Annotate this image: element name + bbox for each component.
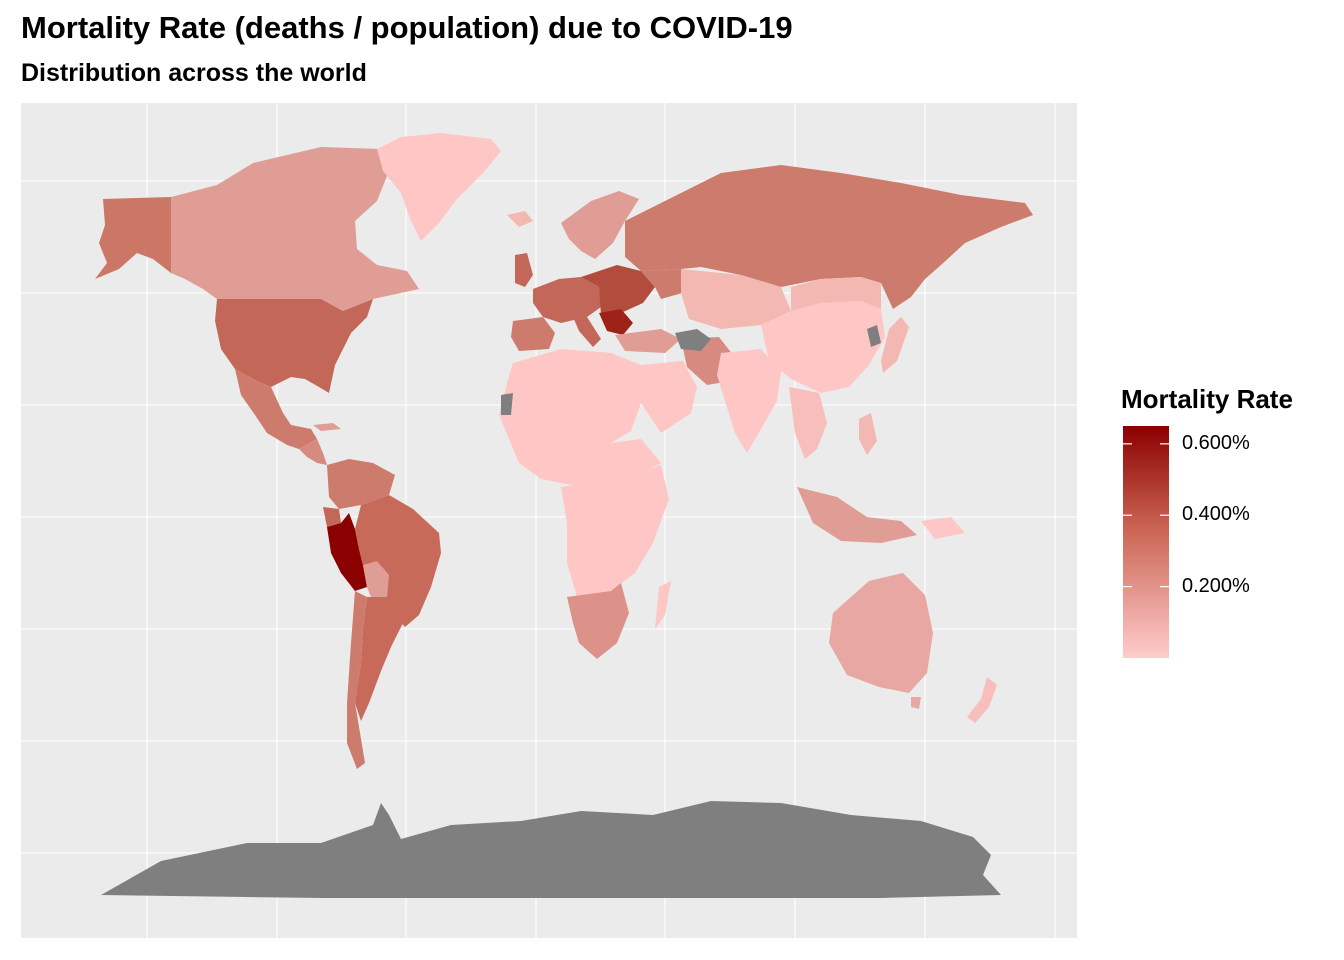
chart-title: Mortality Rate (deaths / population) due… [21,10,793,45]
country-australia[interactable] [829,573,933,693]
legend-tick-label: 0.200% [1182,574,1250,597]
country-sahel-west-africa[interactable] [499,415,661,487]
country-argentina[interactable] [355,597,403,721]
legend-colorbar-fill [1123,426,1169,658]
country-eastern-europe[interactable] [581,265,655,315]
country-peru[interactable] [327,513,367,591]
country-philippines[interactable] [859,413,877,455]
legend: Mortality Rate 0.600% 0.400% 0.200% [1121,384,1336,674]
legend-colorbar [1123,426,1169,658]
country-north-africa[interactable] [499,349,641,443]
country-southeast-asia[interactable] [789,387,827,459]
country-bolivia[interactable] [363,561,389,597]
country-papua-new-guinea[interactable] [921,517,965,539]
country-arabian-peninsula[interactable] [641,361,697,433]
country-india[interactable] [717,349,781,453]
country-canada[interactable] [171,147,419,311]
country-madagascar[interactable] [655,581,671,629]
country-kazakhstan-central-asia[interactable] [681,269,791,329]
country-korea[interactable] [867,325,881,347]
chart-subtitle: Distribution across the world [21,59,367,87]
country-southern-africa[interactable] [567,583,629,659]
country-new-zealand[interactable] [967,677,997,723]
country-alaska[interactable] [95,197,171,279]
country-antarctica[interactable] [101,801,1001,898]
country-japan[interactable] [881,317,909,373]
country-greenland[interactable] [377,133,501,241]
legend-tick-label: 0.600% [1182,431,1250,454]
legend-tick-marks [1123,443,1169,588]
country-brazil[interactable] [355,495,441,627]
country-mongolia[interactable] [791,277,881,311]
country-indonesia[interactable] [797,487,917,543]
countries [95,133,1033,898]
country-ukraine[interactable] [641,269,689,299]
country-uk-ireland[interactable] [515,253,533,287]
country-turkey[interactable] [615,329,681,353]
map-panel [21,103,1077,938]
country-iceland[interactable] [507,211,533,227]
country-china[interactable] [761,301,885,393]
country-russia[interactable] [625,165,1033,309]
country-italy[interactable] [573,317,601,347]
country-caribbean[interactable] [313,423,341,431]
country-western-sahara[interactable] [501,393,513,415]
legend-title: Mortality Rate [1121,384,1293,414]
country-iberia[interactable] [511,317,555,351]
country-tasmania[interactable] [911,697,921,709]
country-colombia-venezuela[interactable] [327,459,395,509]
country-balkans[interactable] [599,309,633,335]
country-scandinavia[interactable] [561,191,639,259]
country-mexico[interactable] [235,369,317,449]
country-chile[interactable] [347,591,367,769]
country-western-europe[interactable] [533,277,601,323]
country-ecuador[interactable] [323,507,341,527]
legend-tick-label: 0.400% [1182,503,1250,526]
country-usa[interactable] [215,299,373,393]
country-central-america[interactable] [299,439,327,465]
country-central-east-africa[interactable] [561,465,669,597]
country-afghanistan-region[interactable] [675,329,711,351]
